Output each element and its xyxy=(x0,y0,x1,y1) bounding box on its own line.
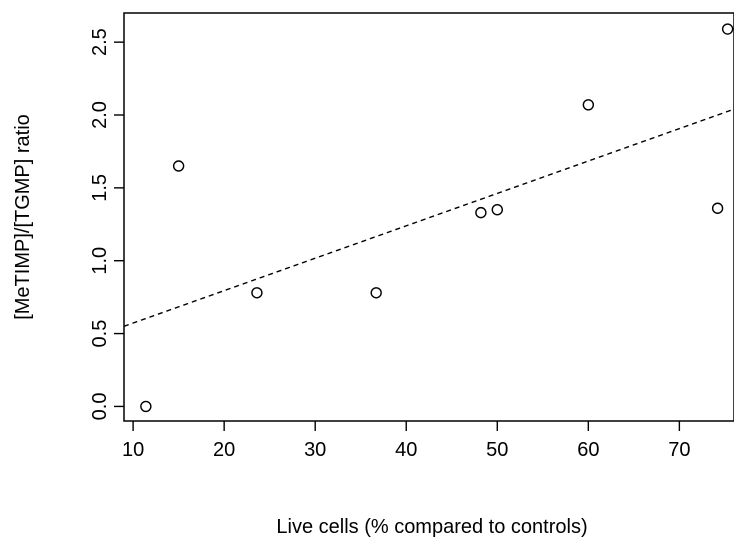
x-axis: 10 20 30 40 50 60 70 xyxy=(122,421,690,461)
data-point xyxy=(475,206,487,219)
x-tick-label: 50 xyxy=(486,439,508,461)
y-tick-label: 1.5 xyxy=(89,174,111,202)
data-point xyxy=(711,202,724,214)
data-point xyxy=(582,99,595,111)
data-point xyxy=(251,287,263,299)
x-axis-title: Live cells (% compared to controls) xyxy=(276,516,587,538)
data-point xyxy=(140,400,152,413)
x-tick-label: 10 xyxy=(122,439,144,461)
y-tick-label: 0.0 xyxy=(89,393,111,421)
trend-line xyxy=(123,108,734,327)
y-tick-label: 1.0 xyxy=(89,247,111,275)
y-tick-label: 0.5 xyxy=(89,320,111,348)
x-tick-label: 40 xyxy=(395,439,417,461)
data-points xyxy=(140,23,734,413)
x-tick-label: 30 xyxy=(304,439,326,461)
data-point xyxy=(370,287,382,299)
y-tick-label: 2.0 xyxy=(89,101,111,129)
y-axis-title: [MeTIMP]/[TGMP] ratio xyxy=(12,114,34,320)
x-tick-label: 20 xyxy=(213,439,235,461)
plot-frame xyxy=(123,12,734,422)
data-point xyxy=(172,160,185,172)
data-point xyxy=(491,204,503,216)
y-axis: 0.0 0.5 1.0 1.5 2.0 2.5 xyxy=(89,28,124,420)
y-tick-label: 2.5 xyxy=(89,28,111,56)
x-tick-label: 70 xyxy=(668,439,690,461)
x-tick-label: 60 xyxy=(577,439,599,461)
data-point xyxy=(721,23,734,35)
